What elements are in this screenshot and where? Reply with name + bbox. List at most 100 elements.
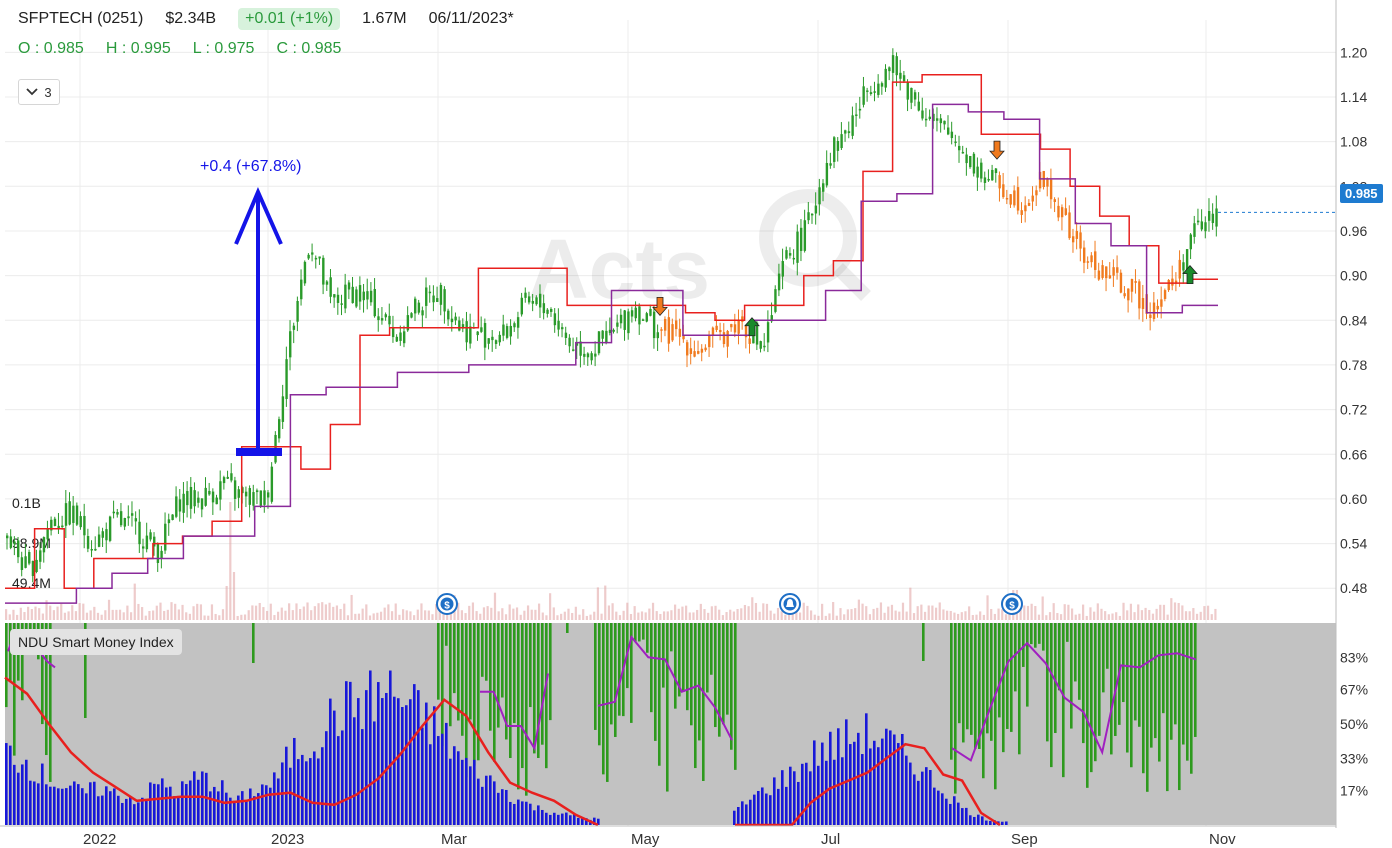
smi-bar [549, 623, 552, 721]
smi-bar [1102, 623, 1105, 693]
x-tick-label: Nov [1209, 831, 1236, 848]
smi-volume-bar [793, 771, 796, 825]
volume-bar [600, 613, 603, 620]
smi-bar [437, 623, 440, 700]
smi-volume-bar [297, 759, 300, 825]
candle-body [748, 338, 751, 344]
volume-bar [111, 609, 114, 620]
candle-body [483, 322, 487, 348]
smi-volume-bar [233, 800, 236, 825]
smi-volume-bar [193, 771, 196, 825]
candle-body [1193, 223, 1196, 237]
smi-volume-bar [81, 788, 84, 825]
candle-body [465, 321, 468, 343]
candle-body [792, 257, 796, 260]
candle-body [1020, 210, 1023, 215]
smi-volume-bar [825, 760, 828, 825]
candle-body [877, 83, 880, 95]
candle-body [388, 315, 391, 325]
smi-volume-bar [557, 814, 560, 825]
volume-bar [662, 611, 666, 620]
y-tick-label: 1.14 [1340, 89, 1367, 105]
smi-volume-bar [573, 814, 576, 825]
volume-bar [115, 609, 118, 620]
volume-bar [729, 609, 732, 620]
candle-body [579, 341, 582, 356]
volume-bar [1173, 602, 1177, 620]
candle-body [83, 515, 86, 536]
smi-volume-bar [161, 778, 164, 825]
candle-body [1123, 293, 1126, 297]
candle-body [300, 279, 303, 300]
volume-bar [666, 611, 669, 620]
volume-bar [361, 608, 364, 620]
candle-body [652, 311, 656, 339]
smi-volume-bar [865, 713, 868, 825]
candle-body [686, 342, 689, 356]
sell-signal-arrow[interactable] [989, 140, 1005, 160]
candle-body [9, 536, 13, 548]
smi-bar [49, 623, 52, 782]
candle-body [351, 286, 354, 304]
smi-average-line [735, 742, 1001, 827]
candle-body [145, 535, 149, 550]
buy-signal-arrow[interactable] [744, 317, 760, 337]
candle-body [671, 324, 674, 341]
smi-volume-bar [321, 747, 324, 825]
candle-body [833, 137, 836, 162]
smi-volume-bar [937, 790, 940, 825]
volume-bar [1148, 609, 1151, 620]
smi-bar [1010, 623, 1013, 732]
candle-body [1046, 178, 1049, 187]
smi-volume-bar [37, 783, 40, 825]
smi-volume-bar [741, 801, 744, 825]
candle-body [1068, 212, 1071, 239]
volume-bar [199, 604, 203, 620]
volume-bar [560, 613, 563, 620]
candle-body [123, 518, 127, 527]
dividend-icon[interactable]: $ [436, 593, 458, 615]
candle-body [1013, 190, 1016, 206]
volume-bar [1115, 612, 1118, 620]
volume-bar [350, 594, 353, 620]
smi-y-tick-label: 17% [1340, 783, 1368, 799]
smi-bar [457, 623, 460, 721]
smi-bar [465, 623, 468, 778]
smi-volume-bar [237, 795, 240, 825]
volume-bar [1188, 611, 1191, 620]
candle-body [138, 521, 141, 545]
candle-body [1105, 266, 1108, 279]
indicator-count-dropdown[interactable]: 3 [18, 79, 60, 105]
signal-arrows[interactable] [652, 140, 1198, 337]
smi-volume-bar [753, 794, 756, 825]
volume-bar [1093, 611, 1096, 620]
smi-volume-bar [977, 814, 980, 825]
event-icon-fill [440, 597, 454, 611]
volume-bar [218, 615, 221, 620]
candle-body [855, 114, 858, 116]
smi-volume-bar [249, 788, 252, 825]
candle-body [399, 332, 402, 341]
candle-body [222, 477, 226, 484]
candle-body [1071, 236, 1075, 243]
smi-bar [84, 623, 87, 718]
candle-body [28, 552, 31, 564]
candle-body [175, 496, 178, 517]
dividend-icon[interactable]: $ [1001, 593, 1023, 615]
smi-bar [1090, 623, 1093, 773]
sell-signal-arrow[interactable] [652, 296, 668, 316]
smi-bar [990, 623, 993, 741]
event-icons[interactable]: $ $ [436, 593, 1023, 615]
smi-volume-bar [45, 784, 48, 825]
smi-volume-bar [305, 761, 308, 825]
alert-bell-icon[interactable] [779, 593, 801, 615]
volume-bar [413, 615, 416, 620]
buy-signal-arrow[interactable] [1182, 265, 1198, 285]
watermark-handle [833, 263, 871, 301]
volume-bar [776, 607, 780, 620]
volume-bar [339, 608, 342, 620]
smi-volume-bar [197, 779, 200, 825]
candle-body [1156, 305, 1159, 310]
smi-volume-bar [209, 791, 212, 825]
